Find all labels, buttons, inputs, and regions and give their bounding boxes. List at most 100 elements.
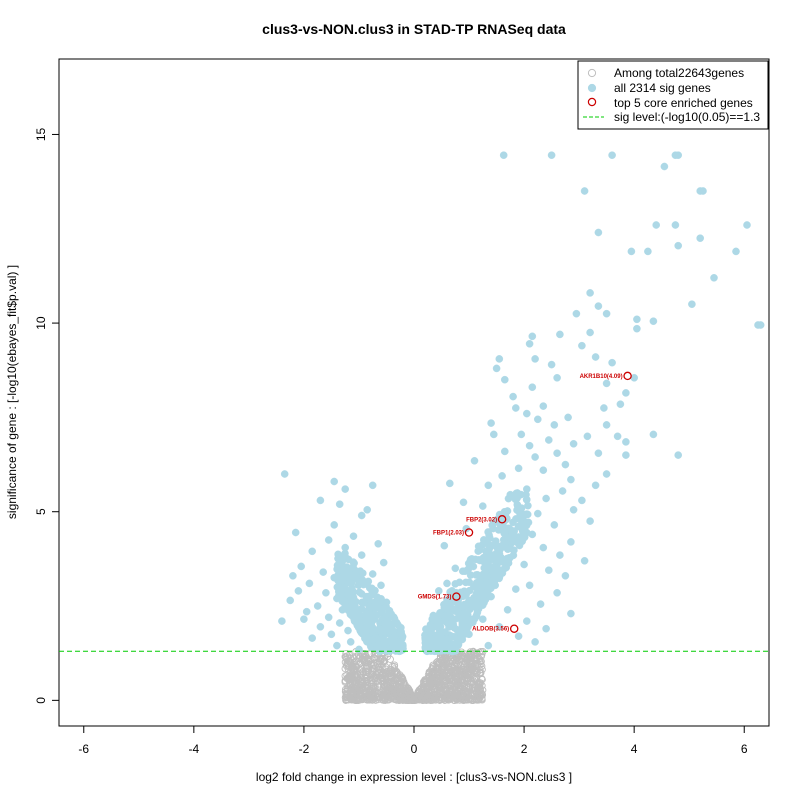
sig-point bbox=[594, 302, 603, 310]
sig-point bbox=[335, 500, 344, 509]
sig-point bbox=[458, 622, 467, 631]
nonsig-point bbox=[425, 688, 433, 696]
sig-point bbox=[520, 532, 529, 541]
sig-point bbox=[509, 518, 517, 527]
sig-point bbox=[550, 421, 559, 429]
legend-label-sigline: sig level:(-log10(0.05)==1.3 bbox=[614, 110, 760, 124]
nonsig-point bbox=[352, 664, 360, 672]
sig-point bbox=[308, 634, 317, 642]
sig-point bbox=[616, 400, 625, 409]
sig-point bbox=[513, 506, 521, 514]
sig-point bbox=[357, 577, 366, 586]
sig-point bbox=[578, 496, 586, 505]
sig-point bbox=[602, 421, 611, 429]
legend-marker-top bbox=[587, 97, 597, 107]
nonsig-point bbox=[399, 684, 408, 692]
sig-point bbox=[461, 578, 470, 587]
sig-point bbox=[674, 451, 683, 459]
sig-point bbox=[341, 585, 350, 593]
sig-point bbox=[534, 415, 542, 424]
sig-point bbox=[316, 623, 325, 631]
nonsig-point bbox=[370, 695, 379, 703]
sig-point bbox=[578, 341, 586, 350]
sig-point bbox=[600, 404, 608, 412]
sig-point bbox=[448, 621, 457, 629]
sig-point bbox=[363, 505, 372, 514]
sig-point bbox=[500, 529, 509, 538]
nonsig-point bbox=[341, 688, 350, 696]
sig-point bbox=[567, 609, 575, 618]
sig-point bbox=[440, 604, 449, 612]
top-gene-marker bbox=[452, 592, 461, 601]
sig-point bbox=[556, 330, 564, 339]
sig-point bbox=[476, 575, 484, 584]
sig-point bbox=[756, 321, 765, 329]
sig-point bbox=[357, 624, 366, 633]
sig-point bbox=[308, 547, 317, 556]
nonsig-point bbox=[389, 666, 397, 675]
sig-point bbox=[484, 528, 492, 536]
nonsig-point bbox=[362, 679, 370, 687]
sig-point bbox=[300, 615, 308, 624]
x-tick-label: -4 bbox=[189, 742, 200, 756]
sig-point bbox=[572, 309, 581, 318]
sig-point bbox=[591, 481, 600, 490]
sig-point bbox=[495, 623, 504, 631]
sig-point bbox=[622, 438, 630, 446]
y-tick-label: 5 bbox=[34, 508, 48, 515]
sig-point bbox=[542, 494, 550, 503]
nonsig-point bbox=[342, 653, 350, 661]
sig-point bbox=[437, 611, 445, 619]
nonsig-point bbox=[391, 668, 399, 676]
sig-point bbox=[501, 557, 510, 565]
sig-point bbox=[525, 441, 534, 450]
sig-point bbox=[556, 551, 564, 559]
nonsig-point bbox=[456, 678, 465, 686]
nonsig-point bbox=[353, 684, 361, 692]
sig-point bbox=[517, 513, 526, 522]
sig-point bbox=[525, 339, 534, 348]
sig-point bbox=[495, 570, 504, 578]
nonsig-point bbox=[463, 670, 471, 678]
sig-point bbox=[484, 559, 492, 568]
nonsig-point bbox=[470, 686, 478, 694]
nonsig-point bbox=[466, 648, 475, 656]
sig-point bbox=[553, 373, 561, 382]
sig-point bbox=[388, 621, 396, 629]
sig-point bbox=[494, 526, 503, 534]
sig-point bbox=[487, 592, 495, 601]
nonsig-point bbox=[462, 655, 470, 663]
sig-point bbox=[649, 430, 658, 439]
sig-point bbox=[445, 479, 454, 488]
top-gene-marker bbox=[509, 624, 519, 633]
sig-point bbox=[297, 562, 306, 571]
sig-point bbox=[633, 315, 641, 324]
nonsig-point bbox=[342, 661, 351, 670]
nonsig-point bbox=[364, 657, 373, 666]
nonsig-point bbox=[356, 696, 364, 704]
sig-point bbox=[291, 528, 300, 537]
sig-point bbox=[522, 495, 531, 504]
sig-point bbox=[368, 570, 377, 578]
nonsig-point bbox=[471, 654, 479, 662]
sig-point bbox=[426, 628, 435, 637]
sig-point bbox=[652, 221, 661, 229]
sig-point bbox=[466, 571, 475, 579]
sig-point bbox=[330, 573, 339, 582]
sig-point bbox=[591, 353, 600, 361]
sig-point bbox=[443, 579, 451, 588]
sig-point bbox=[484, 547, 493, 556]
sig-point bbox=[366, 585, 375, 593]
sig-point bbox=[484, 641, 493, 650]
nonsig-point bbox=[350, 696, 359, 704]
nonsig-point bbox=[471, 667, 480, 676]
sig-point bbox=[379, 558, 388, 567]
nonsig-point bbox=[463, 687, 472, 696]
sig-point bbox=[602, 309, 611, 318]
sig-point bbox=[470, 456, 479, 465]
sig-point bbox=[305, 579, 314, 588]
nonsig-point bbox=[344, 660, 352, 668]
sig-point bbox=[531, 638, 539, 646]
nonsig-point bbox=[372, 671, 381, 679]
nonsig-point bbox=[380, 675, 388, 683]
